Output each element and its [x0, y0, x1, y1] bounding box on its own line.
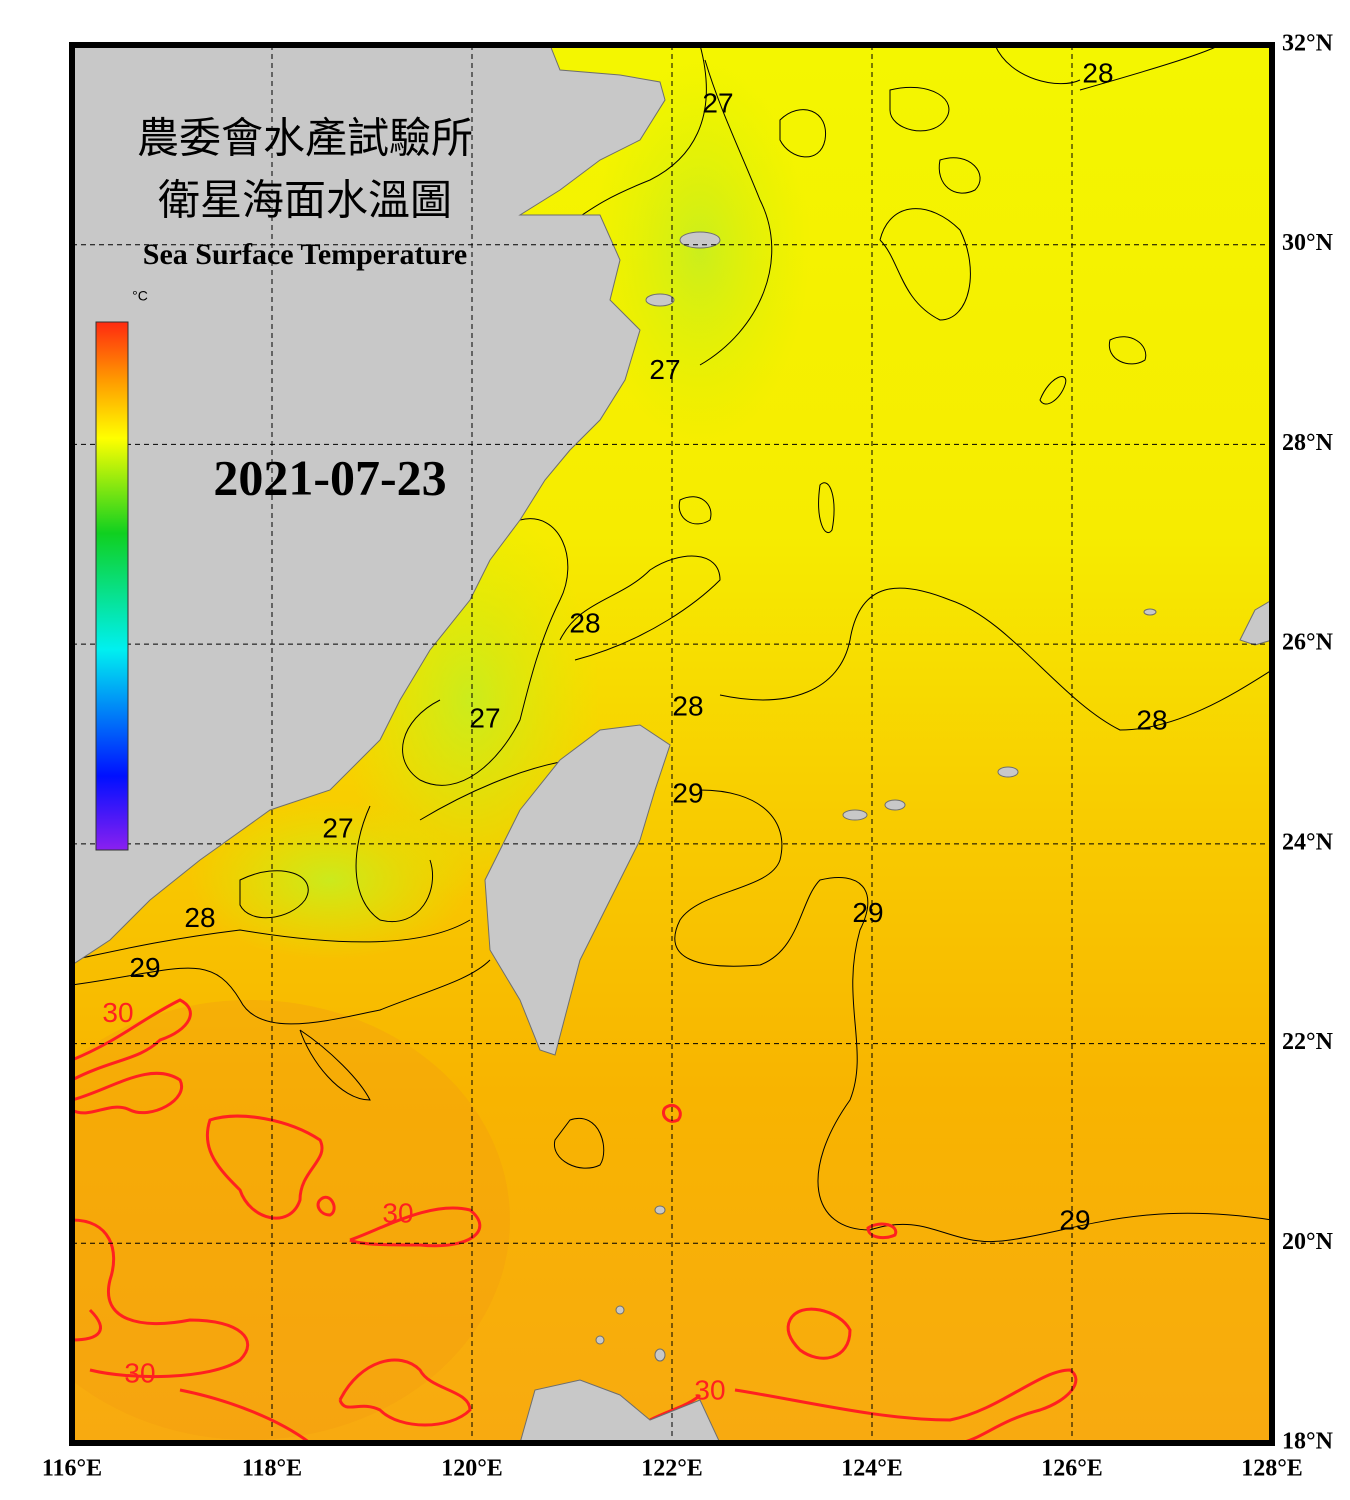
date: 2021-07-23	[213, 449, 446, 505]
contour-label: 30	[102, 997, 133, 1028]
subtitle-zh: 衛星海面水溫圖	[158, 179, 452, 225]
mainland-china	[72, 45, 666, 966]
contour-label: 29	[672, 777, 703, 808]
warm-water	[72, 1000, 510, 1440]
y-tick-label: 24°N	[1282, 829, 1334, 855]
contour-label: 29	[129, 952, 160, 983]
title-block: 農委會水產試驗所 衛星海面水溫圖 Sea Surface Temperature…	[137, 116, 473, 506]
y-tick-label: 28°N	[1282, 430, 1334, 456]
contour-label: 30	[124, 1357, 155, 1388]
contour-label: 28	[184, 902, 215, 933]
luzon	[519, 1379, 721, 1443]
contour-label: 30	[382, 1198, 413, 1229]
x-tick-label: 128°E	[1241, 1456, 1303, 1482]
contour-label: 27	[469, 702, 500, 733]
contour-label: 30	[694, 1374, 725, 1405]
cool-water	[590, 60, 810, 440]
colorbar: °C	[95, 288, 148, 851]
title-en: Sea Surface Temperature	[143, 238, 467, 271]
contour-label: 28	[1082, 57, 1113, 88]
islands	[595, 231, 1157, 1362]
contour-label: 28	[569, 608, 600, 639]
y-tick-label: 32°N	[1282, 31, 1334, 57]
contour-label: 28	[672, 690, 703, 721]
cool-water	[190, 800, 470, 960]
contour-label: 27	[702, 87, 733, 118]
colorbar-scale	[95, 321, 129, 851]
colorbar-unit: °C	[132, 288, 148, 304]
y-tick-label: 30°N	[1282, 230, 1334, 256]
x-tick-label: 124°E	[841, 1456, 903, 1482]
y-tick-label: 22°N	[1282, 1029, 1334, 1055]
x-tick-label: 116°E	[42, 1456, 102, 1482]
x-tick-label: 126°E	[1041, 1456, 1103, 1482]
contour-label: 27	[649, 354, 680, 385]
contour-label: 29	[852, 897, 883, 928]
x-tick-label: 120°E	[441, 1456, 503, 1482]
y-tick-label: 20°N	[1282, 1229, 1334, 1255]
title-zh: 農委會水產試驗所	[137, 116, 473, 163]
y-tick-label: 26°N	[1282, 630, 1334, 656]
map-frame	[69, 42, 1275, 1446]
y-tick-label: 18°N	[1282, 1429, 1334, 1455]
taiwan	[484, 724, 671, 1056]
contour-label: 27	[322, 812, 353, 843]
x-tick-label: 122°E	[641, 1456, 703, 1482]
isotherms	[72, 45, 1272, 1443]
x-tick-label: 118°E	[242, 1456, 302, 1482]
contour-label: 28	[1136, 704, 1167, 735]
contour-label: 29	[1059, 1205, 1090, 1236]
